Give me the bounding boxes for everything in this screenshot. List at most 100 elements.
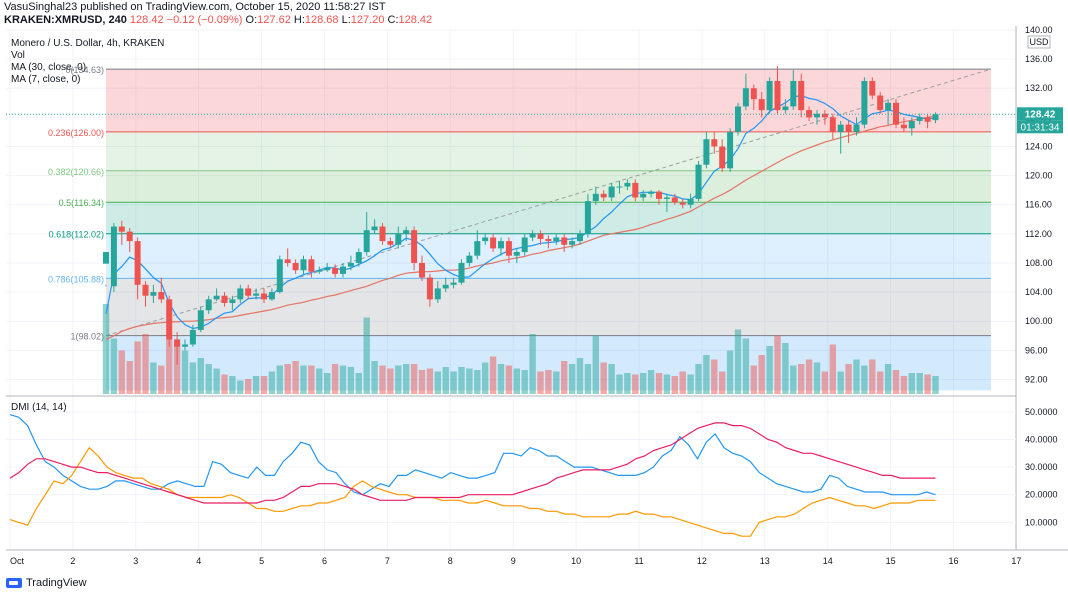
candle-body <box>237 288 244 300</box>
candle-body <box>742 88 749 107</box>
candle-body <box>750 88 757 100</box>
chart-legend: Monero / U.S. Dollar, 4h, KRAKEN Vol MA … <box>11 38 164 86</box>
candle-body <box>292 262 299 271</box>
volume-bar <box>268 371 276 394</box>
chart-canvas[interactable]: 0(134.63) 0.236(126.00) 0.382(120.66) 0.5(1… <box>0 26 1068 576</box>
candle-body <box>711 139 718 147</box>
candle-body <box>663 197 670 199</box>
candle-body <box>419 262 425 278</box>
fib-zone <box>106 131 991 171</box>
candle-body <box>592 193 599 202</box>
legend-ma30[interactable]: MA (30, close, 0) <box>11 62 87 73</box>
volume-bar <box>134 341 141 394</box>
legend-vol[interactable]: Vol <box>11 50 25 61</box>
candle-body <box>466 255 473 263</box>
volume-bar <box>395 365 402 394</box>
volume-bar <box>821 371 829 394</box>
candle-body <box>387 241 394 245</box>
volume-bar <box>805 359 813 394</box>
time-tick-label: 14 <box>823 556 833 566</box>
fib-level-label: 0(134.63) <box>65 65 104 75</box>
fib-level-label: 0.786(105.88) <box>48 274 104 284</box>
high-value: 128.68 <box>304 14 339 26</box>
volume-bar <box>237 380 244 394</box>
candle-body <box>893 102 899 125</box>
candle-body <box>458 262 465 283</box>
volume-bar <box>308 365 315 394</box>
candle-body <box>189 329 196 345</box>
dmi-tick-label: 20.0000 <box>1025 490 1058 500</box>
candle-body <box>340 266 346 274</box>
candle-body <box>363 230 370 253</box>
volume-bar <box>798 364 805 394</box>
volume-bar <box>189 362 197 394</box>
candle-body <box>245 288 252 296</box>
fib-level-label: 0.382(120.66) <box>48 167 104 177</box>
candle-body <box>735 106 741 132</box>
volume-bar <box>450 371 457 394</box>
candle-body <box>679 202 686 205</box>
volume-bar <box>853 359 860 394</box>
candle-body <box>569 241 576 245</box>
volume-bar <box>892 370 900 394</box>
candle-body <box>332 268 339 274</box>
fib-zone <box>106 170 991 203</box>
dmi-series-adx <box>9 422 936 504</box>
candle-body <box>782 106 789 111</box>
candle-body <box>166 299 173 340</box>
footer-brand[interactable]: TradingView <box>6 577 87 589</box>
candle-body <box>450 282 457 285</box>
price-tick-label: 104.00 <box>1025 287 1053 297</box>
candle-body <box>150 292 157 296</box>
volume-bar <box>884 364 892 394</box>
dmi-legend[interactable]: DMI (14, 14) <box>11 402 67 413</box>
volume-bar <box>245 379 252 394</box>
volume-bar <box>166 338 173 394</box>
volume-bar <box>703 355 710 394</box>
volume-bar <box>829 344 836 394</box>
candle-body <box>308 259 315 272</box>
legend-ma7[interactable]: MA (7, close, 0) <box>11 74 81 85</box>
volume-bar <box>158 365 165 394</box>
candle-body <box>126 231 133 242</box>
volume-bar <box>229 376 236 394</box>
volume-bar <box>900 376 908 394</box>
ma30-line <box>105 115 936 340</box>
time-tick-label: 9 <box>511 556 516 566</box>
volume-bar <box>632 374 639 394</box>
candle-body <box>821 113 828 118</box>
volume-bar <box>687 374 694 394</box>
candle-body <box>695 164 702 199</box>
dmi-tick-label: 10.0000 <box>1025 517 1058 527</box>
volume-bar <box>474 370 481 394</box>
candle-body <box>545 238 552 242</box>
candle-body <box>600 193 607 198</box>
last-price-badge <box>1017 107 1063 121</box>
time-tick-label: 7 <box>385 556 390 566</box>
volume-bar <box>339 365 347 394</box>
candle-body <box>608 186 615 198</box>
volume-bar <box>387 368 394 394</box>
volume-bar <box>861 365 868 394</box>
candle-body <box>182 344 188 347</box>
candle-body <box>916 117 923 121</box>
candle-body <box>529 233 536 238</box>
candle-body <box>648 191 655 194</box>
volume-bar <box>774 335 781 394</box>
time-tick-label: 2 <box>70 556 75 566</box>
dmi-series-di <box>9 446 936 537</box>
candle-body <box>118 226 125 232</box>
candle-body <box>829 117 836 132</box>
volume-bar <box>418 370 426 394</box>
price-tick-label: 132.00 <box>1025 83 1053 93</box>
candle-body <box>671 197 678 203</box>
candle-body <box>426 277 433 300</box>
candle-body <box>861 80 868 125</box>
volume-bar <box>600 362 607 394</box>
candle-body <box>474 241 481 256</box>
volume-bar <box>869 359 876 394</box>
volume-bar <box>489 356 497 394</box>
time-tick-label: 11 <box>634 556 643 566</box>
candle-body <box>371 226 378 231</box>
candle-body <box>268 292 275 300</box>
